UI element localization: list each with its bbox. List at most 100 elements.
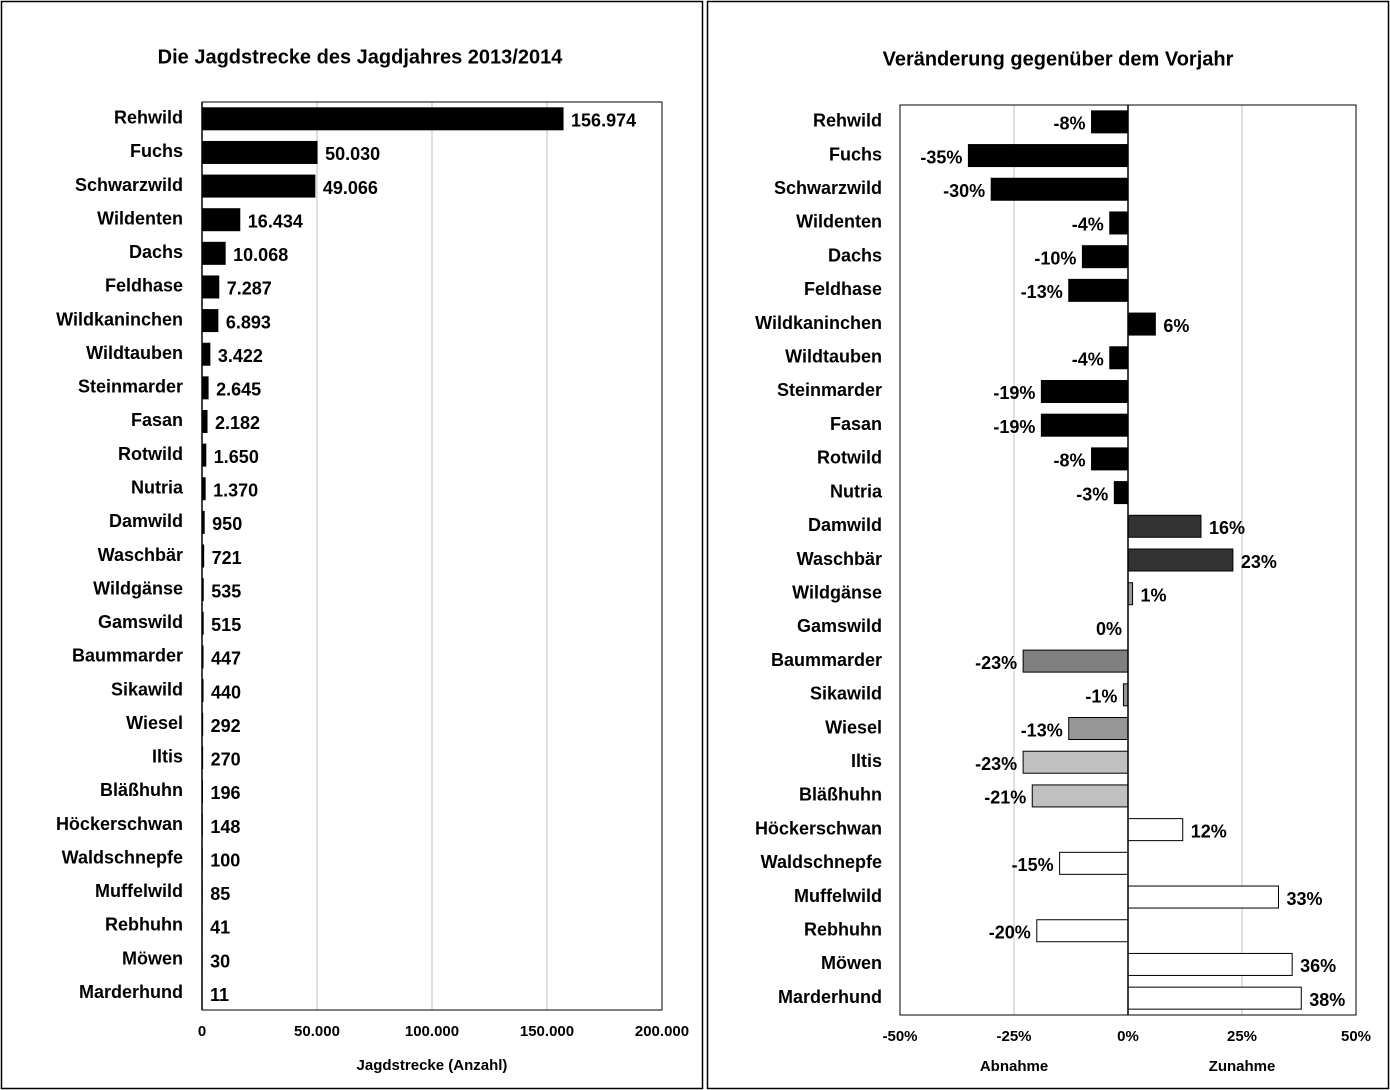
bar	[990, 177, 1129, 201]
bar	[1127, 952, 1293, 976]
data-label: 535	[211, 581, 241, 601]
bar	[1022, 649, 1129, 673]
x-axis-label: Zunahme	[1209, 1058, 1276, 1075]
data-label: 12%	[1191, 821, 1227, 841]
data-label: 16.434	[248, 211, 303, 231]
y-tick-label: Fuchs	[829, 144, 882, 164]
bar	[1091, 110, 1129, 134]
bar	[1127, 548, 1234, 572]
data-label: 3.422	[218, 346, 263, 366]
data-label: 447	[211, 649, 241, 669]
y-tick-label: Wildtauben	[86, 343, 183, 363]
bar	[1127, 885, 1279, 909]
x-tick-label: 150.000	[520, 1023, 574, 1040]
x-tick-label: 0%	[1117, 1028, 1139, 1045]
data-label: 85	[210, 884, 230, 904]
y-tick-label: Damwild	[808, 515, 882, 535]
bar	[1127, 818, 1184, 842]
bar	[201, 174, 316, 198]
y-tick-label: Waldschnepfe	[761, 852, 882, 872]
y-tick-label: Feldhase	[105, 276, 183, 296]
data-label: -13%	[1021, 282, 1063, 302]
y-tick-label: Muffelwild	[95, 881, 183, 901]
y-tick-label: Wildenten	[97, 208, 183, 228]
x-tick-label: 50.000	[294, 1023, 340, 1040]
y-tick-label: Nutria	[131, 477, 184, 497]
bar	[1109, 346, 1129, 370]
y-tick-label: Fuchs	[130, 141, 183, 161]
y-tick-label: Sikawild	[111, 679, 183, 699]
data-label: -4%	[1072, 215, 1104, 235]
bar	[1022, 750, 1129, 774]
data-label: -21%	[984, 788, 1026, 808]
data-label: 38%	[1309, 990, 1345, 1010]
bar	[967, 144, 1129, 168]
y-tick-label: Nutria	[830, 481, 883, 501]
x-tick-label: 50%	[1341, 1028, 1371, 1045]
y-tick-label: Wildenten	[796, 212, 882, 232]
bar	[1127, 312, 1156, 336]
data-label: 156.974	[571, 111, 636, 131]
data-label: 41	[210, 918, 230, 938]
y-tick-label: Waldschnepfe	[62, 847, 183, 867]
bar	[1109, 211, 1129, 235]
data-label: -23%	[975, 754, 1017, 774]
y-tick-label: Dachs	[129, 242, 183, 262]
y-tick-label: Sikawild	[810, 684, 882, 704]
data-label: 100	[210, 850, 240, 870]
bar	[201, 208, 241, 232]
data-label: 1.370	[213, 480, 258, 500]
x-tick-label: 0	[198, 1023, 206, 1040]
y-tick-label: Schwarzwild	[75, 175, 183, 195]
x-axis-label: Abnahme	[980, 1058, 1048, 1075]
bar	[1068, 717, 1129, 741]
data-label: 515	[211, 615, 241, 635]
x-axis-label: Jagdstrecke (Anzahl)	[357, 1057, 508, 1074]
bar	[201, 342, 211, 366]
data-label: -23%	[975, 653, 1017, 673]
bar	[201, 376, 209, 400]
data-label: -10%	[1034, 248, 1076, 268]
data-label: -13%	[1021, 720, 1063, 740]
x-tick-label: 25%	[1227, 1028, 1257, 1045]
y-tick-label: Gamswild	[98, 612, 183, 632]
y-tick-label: Schwarzwild	[774, 178, 882, 198]
x-tick-label: 100.000	[405, 1023, 459, 1040]
data-label: 196	[210, 783, 240, 803]
data-label: 440	[211, 682, 241, 702]
y-tick-label: Höckerschwan	[56, 814, 183, 834]
y-tick-label: Iltis	[851, 751, 882, 771]
y-tick-label: Steinmarder	[777, 380, 882, 400]
bar	[201, 140, 318, 164]
x-tick-label: -50%	[882, 1028, 917, 1045]
data-label: 0%	[1096, 619, 1122, 639]
y-tick-label: Wildgänse	[93, 578, 183, 598]
bar	[1040, 413, 1129, 437]
data-label: 6%	[1163, 316, 1189, 336]
panel-border	[706, 0, 1390, 1090]
y-tick-label: Wildtauben	[785, 347, 882, 367]
y-tick-label: Marderhund	[778, 987, 882, 1007]
data-label: 30	[210, 951, 230, 971]
y-tick-label: Gamswild	[797, 616, 882, 636]
bar	[201, 241, 226, 265]
y-tick-label: Möwen	[122, 948, 183, 968]
bar	[1127, 986, 1302, 1010]
data-label: -35%	[920, 147, 962, 167]
y-tick-label: Rebhuhn	[804, 919, 882, 939]
bar	[1091, 447, 1129, 471]
data-label: 2.182	[215, 413, 260, 433]
y-tick-label: Wiesel	[126, 713, 183, 733]
data-label: -8%	[1054, 114, 1086, 134]
data-label: 10.068	[233, 245, 288, 265]
y-tick-label: Damwild	[109, 511, 183, 531]
data-label: 7.287	[227, 279, 272, 299]
y-tick-label: Fasan	[131, 410, 183, 430]
y-tick-label: Waschbär	[797, 549, 882, 569]
y-tick-label: Wiesel	[825, 717, 882, 737]
bar	[1127, 514, 1202, 538]
data-label: -20%	[989, 922, 1031, 942]
y-tick-label: Bläßhuhn	[799, 785, 882, 805]
